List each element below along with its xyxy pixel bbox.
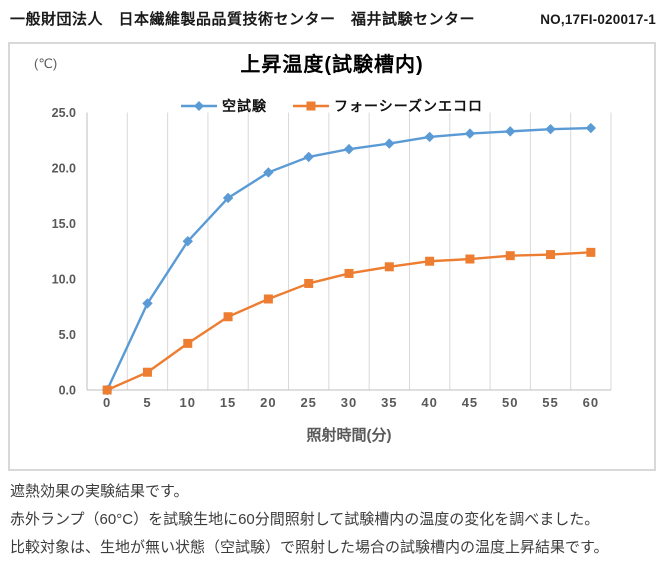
data-point	[505, 126, 516, 137]
notes-block: 遮熱効果の実験結果です。 赤外ランプ（60°C）を試験生地に60分間照射して試験…	[10, 478, 658, 562]
y-tick-label: 10.0	[52, 273, 76, 287]
data-point	[424, 131, 435, 143]
data-point	[102, 385, 112, 395]
x-tick-label: 45	[462, 395, 478, 410]
x-tick-label: 55	[542, 395, 558, 410]
x-tick-label: 35	[381, 395, 397, 410]
data-point	[303, 151, 314, 163]
legend-label: フォーシーズンエコロ	[333, 98, 484, 114]
x-tick-label: 5	[143, 395, 151, 410]
data-point	[425, 256, 435, 266]
data-point	[546, 250, 556, 260]
square-marker-icon	[292, 101, 329, 111]
x-tick-label: 30	[341, 395, 357, 410]
data-point	[384, 138, 395, 149]
data-point	[343, 143, 355, 155]
chart-legend: 空試験 フォーシーズンエコロ	[10, 96, 654, 116]
report-number: NO,17FI-020017-1	[540, 12, 656, 27]
data-point	[304, 278, 314, 288]
data-point	[183, 338, 193, 348]
report-header: 一般財団法人 日本繊維製品品質技術センター 福井試験センター NO,17FI-0…	[10, 8, 656, 29]
note-line: 比較対象は、生地が無い状態（空試験）で照射した場合の試験槽内の温度上昇結果です。	[10, 539, 609, 556]
note-line: 赤外ランプ（60°C）を試験生地に60分間照射して試験槽内の温度の変化を調べまし…	[10, 511, 600, 528]
y-tick-label: 20.0	[52, 162, 76, 176]
x-tick-label: 20	[260, 395, 276, 410]
data-point	[263, 167, 274, 178]
y-tick-label: 15.0	[52, 217, 76, 231]
data-point	[586, 247, 596, 257]
data-point	[384, 262, 394, 272]
data-point	[142, 298, 153, 309]
legend-item-1: フォーシーズンエコロ	[292, 96, 484, 116]
data-point	[223, 312, 233, 322]
data-point	[222, 192, 234, 204]
x-tick-label: 40	[421, 395, 437, 410]
organization-title: 一般財団法人 日本繊維製品品質技術センター 福井試験センター	[10, 11, 476, 28]
x-tick-label: 10	[180, 395, 196, 410]
data-point	[182, 236, 193, 247]
y-tick-label: 25.0	[52, 106, 76, 120]
data-point	[464, 128, 476, 139]
x-tick-label: 60	[583, 395, 599, 410]
legend-label: 空試験	[221, 98, 267, 114]
x-tick-label: 50	[502, 395, 518, 410]
x-axis-title: 照射時間(分)	[307, 426, 392, 444]
x-tick-label: 15	[220, 395, 236, 410]
data-point	[142, 367, 152, 377]
data-point	[505, 251, 515, 261]
y-tick-label: 0.0	[59, 384, 76, 398]
x-tick-label: 25	[300, 395, 316, 410]
chart-container: (℃) 上昇温度(試験槽内) 空試験 フォーシーズンエコロ 0.0 5.0 10.0 1…	[8, 42, 656, 471]
x-tick-label: 0	[103, 395, 111, 410]
data-point	[545, 123, 556, 135]
diamond-marker-icon	[180, 101, 217, 111]
series-line-0	[105, 126, 593, 392]
data-point	[344, 268, 354, 278]
data-point	[263, 294, 273, 304]
note-line: 遮熱効果の実験結果です。	[10, 483, 189, 500]
y-tick-label: 5.0	[59, 328, 76, 342]
legend-item-0: 空試験	[180, 96, 267, 116]
data-point	[465, 254, 475, 264]
data-point	[585, 122, 597, 134]
chart-plot-area: 0.0 5.0 10.0 15.0 20.0 25.0 0 5 10 15 20 25 30 35 40 45…	[52, 106, 612, 444]
y-axis-unit-label: (℃)	[34, 56, 58, 71]
chart-title: 上昇温度(試験槽内)	[240, 54, 424, 76]
